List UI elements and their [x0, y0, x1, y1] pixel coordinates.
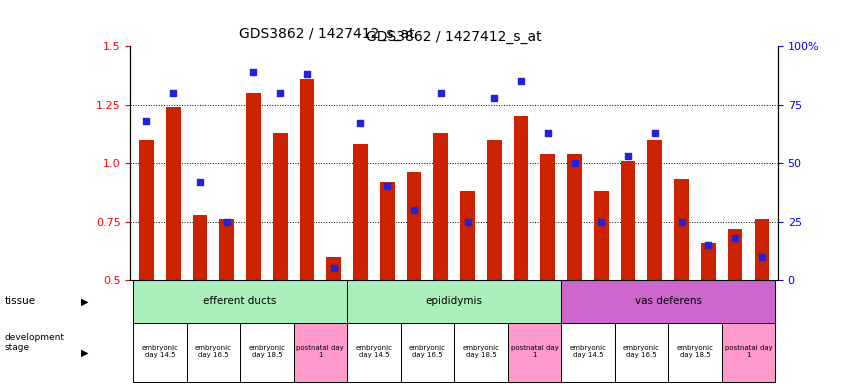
Bar	[561, 323, 615, 382]
Point	[488, 94, 501, 101]
Bar	[508, 323, 561, 382]
Point	[701, 242, 715, 248]
Bar	[166, 107, 181, 280]
Text: embryonic
day 16.5: embryonic day 16.5	[409, 344, 446, 358]
Bar	[380, 182, 394, 280]
Text: vas deferens: vas deferens	[635, 296, 701, 306]
Point	[674, 218, 688, 225]
Bar	[514, 116, 528, 280]
Bar	[347, 323, 400, 382]
Point	[755, 253, 769, 260]
Point	[167, 90, 180, 96]
Point	[193, 179, 207, 185]
Point	[300, 71, 314, 77]
Text: embryonic
day 18.5: embryonic day 18.5	[463, 344, 500, 358]
Bar	[561, 280, 775, 323]
Point	[648, 129, 662, 136]
Bar	[246, 93, 261, 280]
Bar	[621, 161, 636, 280]
Text: GDS3862 / 1427412_s_at: GDS3862 / 1427412_s_at	[239, 27, 415, 41]
Text: GDS3862 / 1427412_s_at: GDS3862 / 1427412_s_at	[367, 30, 542, 44]
Bar	[487, 140, 501, 280]
Point	[380, 184, 394, 190]
Bar	[400, 323, 454, 382]
Text: embryonic
day 18.5: embryonic day 18.5	[676, 344, 713, 358]
Point	[621, 153, 635, 159]
Bar	[193, 215, 207, 280]
Bar	[220, 219, 234, 280]
Text: postnatal day
1: postnatal day 1	[297, 344, 344, 358]
Point	[568, 160, 581, 166]
Text: embryonic
day 14.5: embryonic day 14.5	[141, 344, 178, 358]
Bar	[294, 323, 347, 382]
Point	[595, 218, 608, 225]
Text: epididymis: epididymis	[426, 296, 483, 306]
Bar	[133, 323, 187, 382]
Text: postnatal day
1: postnatal day 1	[725, 344, 772, 358]
Text: embryonic
day 14.5: embryonic day 14.5	[356, 344, 393, 358]
Text: postnatal day
1: postnatal day 1	[510, 344, 558, 358]
Text: efferent ducts: efferent ducts	[204, 296, 277, 306]
Bar	[701, 243, 716, 280]
Point	[434, 90, 447, 96]
Text: embryonic
day 18.5: embryonic day 18.5	[248, 344, 285, 358]
Bar	[407, 172, 421, 280]
Point	[354, 120, 368, 126]
Text: tissue: tissue	[4, 296, 35, 306]
Point	[728, 235, 742, 241]
Bar	[615, 323, 669, 382]
Text: embryonic
day 16.5: embryonic day 16.5	[623, 344, 660, 358]
Point	[246, 69, 260, 75]
Bar	[648, 140, 662, 280]
Bar	[353, 144, 368, 280]
Bar	[326, 257, 341, 280]
Point	[541, 129, 554, 136]
Bar	[727, 228, 743, 280]
Text: development
stage: development stage	[4, 333, 64, 353]
Text: embryonic
day 14.5: embryonic day 14.5	[569, 344, 606, 358]
Point	[461, 218, 474, 225]
Bar	[187, 323, 240, 382]
Bar	[594, 191, 609, 280]
Text: ▶: ▶	[81, 296, 88, 306]
Point	[327, 265, 341, 271]
Bar	[541, 154, 555, 280]
Text: ▶: ▶	[81, 347, 88, 357]
Point	[515, 78, 528, 84]
Point	[220, 218, 234, 225]
Bar	[669, 323, 722, 382]
Point	[140, 118, 153, 124]
Bar	[754, 219, 770, 280]
Bar	[133, 280, 347, 323]
Point	[407, 207, 420, 213]
Bar	[272, 132, 288, 280]
Bar	[722, 323, 775, 382]
Bar	[567, 154, 582, 280]
Bar	[460, 191, 475, 280]
Bar	[139, 140, 154, 280]
Bar	[674, 179, 689, 280]
Text: embryonic
day 16.5: embryonic day 16.5	[195, 344, 232, 358]
Bar	[433, 132, 448, 280]
Bar	[454, 323, 508, 382]
Bar	[347, 280, 561, 323]
Bar	[299, 79, 315, 280]
Bar	[240, 323, 294, 382]
Point	[273, 90, 287, 96]
